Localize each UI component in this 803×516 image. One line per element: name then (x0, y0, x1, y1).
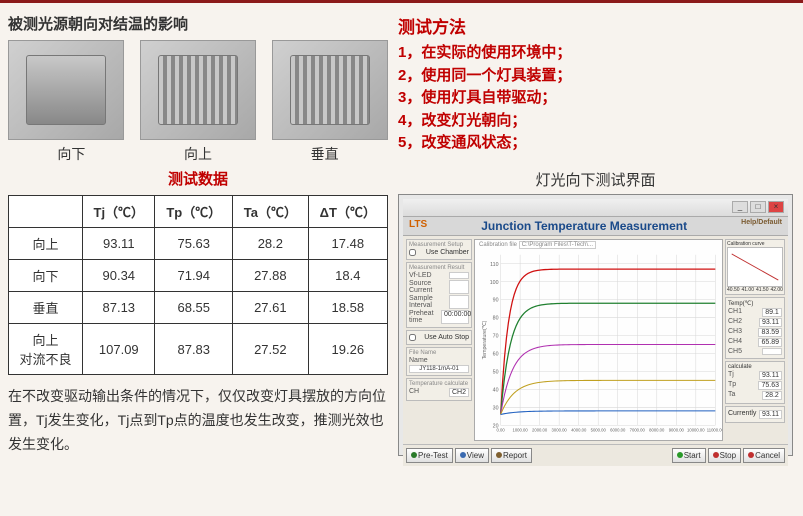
svg-text:5000.00: 5000.00 (591, 427, 607, 432)
svg-text:Temperature(℃): Temperature(℃) (482, 320, 488, 359)
svg-text:70: 70 (493, 333, 499, 339)
svg-text:100: 100 (490, 279, 499, 285)
svg-text:90: 90 (493, 297, 499, 303)
auto-stop-checkbox[interactable] (409, 334, 416, 341)
svg-text:7000.00: 7000.00 (630, 427, 646, 432)
app-footer: Pre-TestViewReport StartStopCancel (403, 444, 788, 466)
panel-autostop: Use Auto Stop (406, 330, 472, 345)
main-container: 被测光源朝向对结温的影响 向下 向上 垂直 测试数据 Tj（℃）Tp（℃）Ta（… (0, 9, 803, 460)
method-line: 5，改变通风状态； (398, 132, 793, 155)
calibration-file-label: Calibration file C:\Program Files\T-Tech… (479, 242, 596, 248)
main-chart: Calibration file C:\Program Files\T-Tech… (474, 239, 723, 441)
panel-filename: File Name Name JY118-1mA-01 (406, 347, 472, 376)
svg-text:9000.00: 9000.00 (669, 427, 685, 432)
panel-calculate: calculate Tj93.11Tp75.63Ta28.2 (725, 361, 785, 404)
app-title: LTS Junction Temperature Measurement Hel… (403, 217, 788, 236)
svg-text:40: 40 (493, 387, 499, 393)
thumbnail-labels: 向下 向上 垂直 (8, 144, 388, 164)
chart-svg: 20304050607080901001100.001000.002000.00… (475, 240, 722, 440)
left-title: 被测光源朝向对结温的影响 (8, 13, 388, 34)
table-row: 垂直87.1368.5527.6118.58 (9, 292, 388, 324)
app-body: Measurement Setup Use Chamber Measuremen… (403, 236, 788, 444)
method-list: 1，在实际的使用环境中；2，使用同一个灯具装置；3，使用灯具自带驱动；4，改变灯… (398, 42, 793, 155)
cancel-button[interactable]: Cancel (743, 448, 785, 463)
thumbnail-row (8, 40, 388, 140)
svg-text:6000.00: 6000.00 (610, 427, 626, 432)
table-row: 向下90.3471.9427.8818.4 (9, 260, 388, 292)
thumbnail-up (140, 40, 256, 140)
conclusion-paragraph: 在不改变驱动输出条件的情况下，仅仅改变灯具摆放的方向位置，Tj发生变化，Tj点到… (8, 385, 388, 456)
panel-temp-values: Temp(℃) CH189.1CH293.11CH383.59CH465.89C… (725, 297, 785, 359)
panel-setup: Measurement Setup Use Chamber (406, 239, 472, 260)
table-row: 向上93.1175.6328.217.48 (9, 228, 388, 260)
panel-tempcalc: Temperature calculate CHCH2 (406, 378, 472, 401)
svg-text:11000.00: 11000.00 (707, 427, 722, 432)
left-column: 被测光源朝向对结温的影响 向下 向上 垂直 测试数据 Tj（℃）Tp（℃）Ta（… (8, 13, 388, 456)
data-table: Tj（℃）Tp（℃）Ta（℃）ΔT（℃） 向上93.1175.6328.217.… (8, 195, 388, 375)
maximize-button[interactable]: □ (750, 201, 766, 213)
app-logo: LTS (405, 219, 427, 230)
panel-calibration-curve: Calibration curve 40.5041.0041.5042.00 (725, 239, 785, 295)
svg-text:110: 110 (490, 261, 498, 267)
label-vertical: 垂直 (311, 144, 339, 164)
mini-chart (727, 247, 783, 287)
thumbnail-down (8, 40, 124, 140)
data-subtitle: 测试数据 (8, 168, 388, 189)
pre-test-button[interactable]: Pre-Test (406, 448, 453, 463)
minimize-button[interactable]: _ (732, 201, 748, 213)
svg-text:30: 30 (493, 405, 499, 411)
table-header-row: Tj（℃）Tp（℃）Ta（℃）ΔT（℃） (9, 196, 388, 228)
svg-text:80: 80 (493, 315, 499, 321)
screenshot-title: 灯光向下测试界面 (398, 169, 793, 190)
stop-button[interactable]: Stop (708, 448, 741, 463)
ch-select[interactable]: CH2 (449, 388, 469, 397)
table-row: 向上 对流不良107.0987.8327.5219.26 (9, 324, 388, 375)
app-window: _ □ × LTS Junction Temperature Measureme… (398, 194, 793, 456)
close-button[interactable]: × (768, 201, 784, 213)
svg-text:4000.00: 4000.00 (571, 427, 587, 432)
start-button[interactable]: Start (672, 448, 706, 463)
method-line: 1，在实际的使用环境中； (398, 42, 793, 65)
svg-text:8000.00: 8000.00 (649, 427, 665, 432)
svg-text:50: 50 (493, 369, 499, 375)
svg-text:1000.00: 1000.00 (513, 427, 529, 432)
method-line: 4，改变灯光朝向； (398, 110, 793, 133)
panel-currently: Currently93.11 (725, 406, 785, 423)
svg-text:0.00: 0.00 (497, 427, 506, 432)
label-up: 向上 (184, 144, 212, 164)
svg-text:60: 60 (493, 351, 499, 357)
report-button[interactable]: Report (491, 448, 532, 463)
svg-text:10000.00: 10000.00 (687, 427, 705, 432)
window-titlebar: _ □ × (403, 199, 788, 217)
panel-result: Measurement Result Vf-LED Source Current… (406, 262, 472, 328)
method-line: 3，使用灯具自带驱动； (398, 87, 793, 110)
view-button[interactable]: View (455, 448, 489, 463)
help-link[interactable]: Help/Default (741, 219, 786, 226)
app-right-sidebar: Calibration curve 40.5041.0041.5042.00 T… (725, 239, 785, 441)
right-column: 测试方法 1，在实际的使用环境中；2，使用同一个灯具装置；3，使用灯具自带驱动；… (398, 13, 793, 456)
use-chamber-checkbox[interactable] (409, 249, 416, 256)
thumbnail-vertical (272, 40, 388, 140)
top-rule (0, 0, 803, 3)
method-title: 测试方法 (398, 13, 793, 38)
svg-text:3000.00: 3000.00 (552, 427, 568, 432)
app-left-sidebar: Measurement Setup Use Chamber Measuremen… (406, 239, 472, 441)
svg-text:2000.00: 2000.00 (532, 427, 548, 432)
label-down: 向下 (57, 144, 85, 164)
filename-input[interactable]: JY118-1mA-01 (409, 365, 469, 373)
method-line: 2，使用同一个灯具装置； (398, 65, 793, 88)
